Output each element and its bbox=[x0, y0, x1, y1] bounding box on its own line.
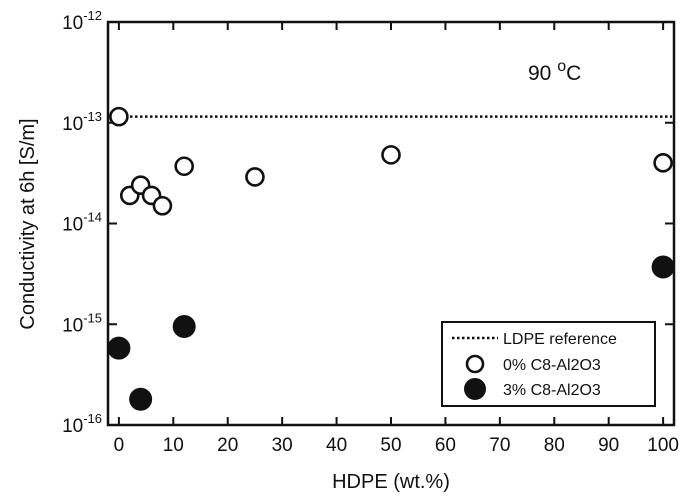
temperature-annotation-value: 90 bbox=[528, 62, 557, 85]
y-axis-label: Conductivity at 6h [S/m] bbox=[17, 118, 39, 329]
y-tick-exponent: -14 bbox=[83, 210, 102, 225]
x-tick-label: 10 bbox=[163, 435, 184, 456]
legend-series-1-label: 3% C8-Al2O3 bbox=[503, 382, 601, 399]
x-tick-label: 70 bbox=[489, 435, 510, 456]
temperature-annotation-unit: C bbox=[566, 62, 581, 85]
point-0pct-c8-al2o3 bbox=[152, 195, 173, 216]
y-tick-label: 10-15 bbox=[62, 310, 102, 336]
y-tick-label: 10-13 bbox=[62, 109, 102, 135]
y-tick-base: 10 bbox=[62, 114, 83, 135]
legend-open-circle-swatch bbox=[465, 354, 485, 374]
y-tick-label: 10-12 bbox=[62, 8, 102, 34]
x-tick-label: 100 bbox=[647, 435, 679, 456]
legend-ref-label: LDPE reference bbox=[503, 331, 617, 348]
y-tick-exponent: -13 bbox=[83, 109, 102, 124]
x-tick-label: 20 bbox=[217, 435, 238, 456]
y-tick-base: 10 bbox=[62, 315, 83, 336]
y-tick-base: 10 bbox=[62, 13, 83, 34]
data-points bbox=[107, 106, 675, 411]
y-tick-label: 10-16 bbox=[62, 411, 102, 437]
point-0pct-c8-al2o3 bbox=[174, 156, 194, 177]
legend-series-0-label: 0% C8-Al2O3 bbox=[503, 357, 601, 374]
y-tick-base: 10 bbox=[62, 215, 83, 236]
x-tick-label: 80 bbox=[544, 435, 565, 456]
y-tick-exponent: -16 bbox=[83, 411, 102, 426]
y-tick-label: 10-14 bbox=[62, 210, 102, 236]
point-3pct-c8-al2o3 bbox=[651, 255, 675, 279]
x-tick-label: 90 bbox=[598, 435, 619, 456]
point-0pct-c8-al2o3 bbox=[653, 153, 673, 173]
point-0pct-c8-al2o3 bbox=[381, 145, 401, 165]
point-3pct-c8-al2o3 bbox=[107, 336, 131, 360]
x-tick-label: 0 bbox=[114, 435, 125, 456]
point-3pct-c8-al2o3 bbox=[129, 387, 153, 411]
point-0pct-c8-al2o3 bbox=[245, 167, 265, 187]
temperature-annotation-degree: o bbox=[557, 58, 566, 75]
temperature-annotation: 90 oC bbox=[528, 58, 581, 85]
y-tick-exponent: -15 bbox=[83, 310, 102, 325]
x-tick-label: 60 bbox=[435, 435, 456, 456]
x-tick-label: 40 bbox=[326, 435, 347, 456]
legend: LDPE reference 0% C8-Al2O3 3% C8-Al2O3 bbox=[441, 321, 656, 407]
x-ticks: 0 10 20 30 40 50 60 70 80 90 100 bbox=[114, 22, 679, 456]
y-tick-base: 10 bbox=[62, 416, 83, 437]
point-3pct-c8-al2o3 bbox=[172, 314, 196, 338]
x-tick-label: 30 bbox=[272, 435, 293, 456]
point-0pct-c8-al2o3 bbox=[109, 106, 129, 127]
y-tick-exponent: -12 bbox=[83, 8, 102, 23]
x-axis-label: HDPE (wt.%) bbox=[332, 471, 450, 493]
legend-filled-circle-swatch bbox=[464, 378, 486, 400]
x-tick-label: 50 bbox=[380, 435, 401, 456]
